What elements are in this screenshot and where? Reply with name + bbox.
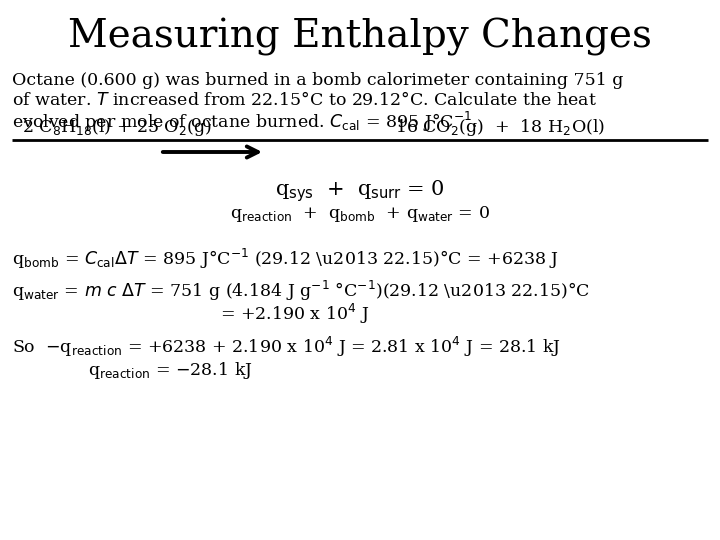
Text: evolved per mole of octane burned. $\mathit{C}_{\mathrm{cal}}$ = 895 J$\degree$C: evolved per mole of octane burned. $\mat… [12,110,477,134]
Text: 16 CO$_2$(g)  +  18 H$_2$O(l): 16 CO$_2$(g) + 18 H$_2$O(l) [395,117,605,138]
Text: of water. $\mathit{T}$ increased from 22.15$\degree$C to 29.12$\degree$C. Calcul: of water. $\mathit{T}$ increased from 22… [12,91,597,109]
Text: Octane (0.600 g) was burned in a bomb calorimeter containing 751 g: Octane (0.600 g) was burned in a bomb ca… [12,72,624,89]
Text: So  $-$q$_{\mathrm{reaction}}$ = +6238 + 2.190 x 10$^4$ J = 2.81 x 10$^4$ J = 28: So $-$q$_{\mathrm{reaction}}$ = +6238 + … [12,335,561,359]
Text: q$_{\mathrm{reaction}}$  +  q$_{\mathrm{bomb}}$  + q$_{\mathrm{water}}$ = 0: q$_{\mathrm{reaction}}$ + q$_{\mathrm{bo… [230,204,490,224]
Text: q$_{\mathrm{sys}}$  +  q$_{\mathrm{surr}}$ = 0: q$_{\mathrm{sys}}$ + q$_{\mathrm{surr}}$… [275,178,445,204]
Text: q$_{\mathrm{reaction}}$ = $-$28.1 kJ: q$_{\mathrm{reaction}}$ = $-$28.1 kJ [88,360,253,381]
Text: q$_{\mathrm{bomb}}$ = $\mathit{C}_{\mathrm{cal}}\Delta \mathit{T}$ = 895 J$\degr: q$_{\mathrm{bomb}}$ = $\mathit{C}_{\math… [12,247,559,271]
Text: = +2.190 x 10$^4$ J: = +2.190 x 10$^4$ J [220,302,369,326]
Text: 2 C$_8$H$_{18}$(l) + 25 O$_2$(g): 2 C$_8$H$_{18}$(l) + 25 O$_2$(g) [22,117,212,138]
Text: Measuring Enthalpy Changes: Measuring Enthalpy Changes [68,18,652,56]
Text: q$_{\mathrm{water}}$ = $\mathit{m}$ $\mathit{c}$ $\Delta \mathit{T}$ = 751 g (4.: q$_{\mathrm{water}}$ = $\mathit{m}$ $\ma… [12,279,590,303]
